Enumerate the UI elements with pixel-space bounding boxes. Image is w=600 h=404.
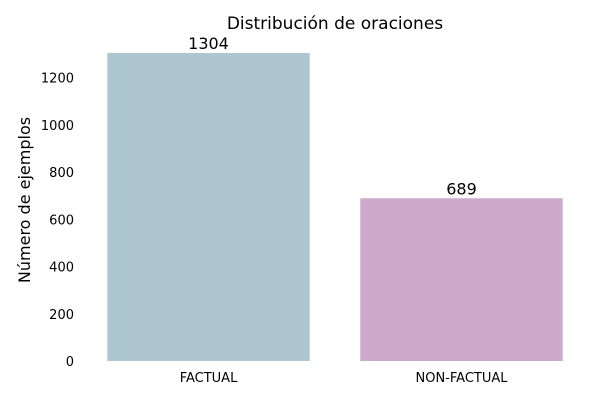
bars-group: [107, 53, 563, 361]
x-tick-label: NON-FACTUAL: [416, 371, 509, 386]
bar-value-label: 1304: [188, 34, 229, 53]
y-axis-ticks: 0 200 400 600 800 1000 1200: [41, 72, 74, 370]
bar-value-labels: 1304 689: [188, 34, 477, 198]
y-tick-label: 800: [49, 166, 74, 181]
y-tick-label: 1200: [41, 72, 74, 87]
y-tick-label: 0: [66, 355, 74, 370]
chart-title: Distribución de oraciones: [227, 14, 443, 34]
y-axis-label: Número de ejemplos: [15, 117, 34, 283]
bar-factual: [107, 53, 310, 361]
y-tick-label: 400: [49, 261, 74, 276]
bar-non-factual: [360, 198, 563, 361]
bar-value-label: 689: [446, 179, 477, 198]
x-tick-label: FACTUAL: [180, 371, 238, 386]
y-tick-label: 600: [49, 213, 74, 228]
y-tick-label: 200: [49, 308, 74, 323]
x-axis-ticks: FACTUAL NON-FACTUAL: [180, 371, 509, 386]
y-tick-label: 1000: [41, 119, 74, 134]
